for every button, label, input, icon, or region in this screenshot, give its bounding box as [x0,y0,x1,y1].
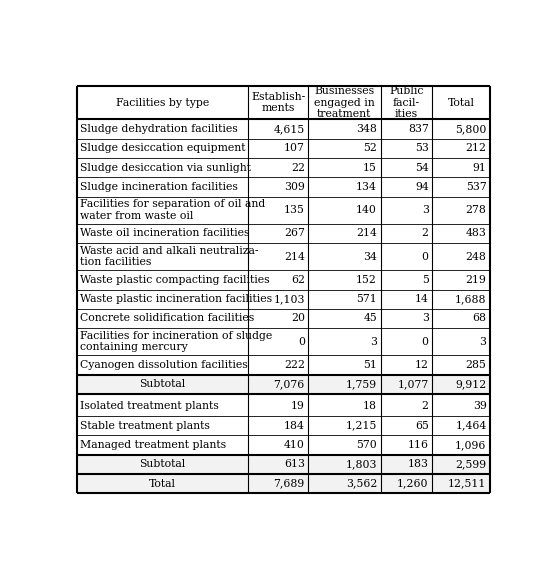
Text: 2: 2 [422,401,429,412]
Text: 4,615: 4,615 [274,124,305,134]
Text: Sludge incineration facilities: Sludge incineration facilities [80,182,238,192]
Text: 613: 613 [284,459,305,470]
Text: 62: 62 [291,275,305,285]
Text: 3: 3 [479,337,487,347]
Text: Managed treatment plants: Managed treatment plants [80,440,226,450]
Text: Waste oil incineration facilities: Waste oil incineration facilities [80,229,249,239]
Text: 0: 0 [422,252,429,262]
Text: 18: 18 [363,401,377,412]
Text: 19: 19 [291,401,305,412]
Text: Public
facil-
ities: Public facil- ities [389,86,424,119]
Text: 0: 0 [422,337,429,347]
Text: Cyanogen dissolution facilities: Cyanogen dissolution facilities [80,360,248,370]
Text: 7,076: 7,076 [274,379,305,389]
Text: 135: 135 [284,205,305,215]
Bar [77,474,490,493]
Text: 2,599: 2,599 [456,459,487,470]
Text: 483: 483 [466,229,487,239]
Text: 1,803: 1,803 [346,459,377,470]
Text: 410: 410 [284,440,305,450]
Text: Waste plastic compacting facilities: Waste plastic compacting facilities [80,275,269,285]
Text: Sludge desiccation equipment: Sludge desiccation equipment [80,144,246,153]
Text: 214: 214 [284,252,305,262]
Text: 3,562: 3,562 [346,479,377,489]
Text: Facilities by type: Facilities by type [116,97,209,108]
Text: 570: 570 [356,440,377,450]
Text: 309: 309 [284,182,305,192]
Text: 45: 45 [363,314,377,324]
Text: 3: 3 [422,205,429,215]
Text: Subtotal: Subtotal [139,379,186,389]
Text: Waste plastic incineration facilities: Waste plastic incineration facilities [80,294,272,304]
Text: 1,215: 1,215 [346,421,377,431]
Text: Establish-
ments: Establish- ments [251,92,305,113]
Text: 5,800: 5,800 [455,124,487,134]
Text: 222: 222 [284,360,305,370]
Text: 53: 53 [415,144,429,153]
Text: 3: 3 [370,337,377,347]
Text: 94: 94 [415,182,429,192]
Text: Concrete solidification facilities: Concrete solidification facilities [80,314,254,324]
Text: 2: 2 [422,229,429,239]
Text: 1,096: 1,096 [455,440,487,450]
Text: 212: 212 [466,144,487,153]
Text: 39: 39 [473,401,487,412]
Text: 267: 267 [284,229,305,239]
Text: 285: 285 [466,360,487,370]
Text: 7,689: 7,689 [274,479,305,489]
Bar [77,455,490,474]
Text: 348: 348 [356,124,377,134]
Text: 248: 248 [466,252,487,262]
Text: Sludge desiccation via sunlight: Sludge desiccation via sunlight [80,163,251,173]
Text: 68: 68 [473,314,487,324]
Text: Sludge dehydration facilities: Sludge dehydration facilities [80,124,238,134]
Text: 571: 571 [356,294,377,304]
Text: 140: 140 [356,205,377,215]
Text: 1,260: 1,260 [397,479,429,489]
Bar [77,374,490,394]
Text: 9,912: 9,912 [455,379,487,389]
Text: 12: 12 [415,360,429,370]
Text: Total: Total [447,97,474,108]
Text: 20: 20 [291,314,305,324]
Text: Stable treatment plants: Stable treatment plants [80,421,210,431]
Text: Facilities for separation of oil and
water from waste oil: Facilities for separation of oil and wat… [80,199,265,221]
Text: 219: 219 [466,275,487,285]
Text: 152: 152 [356,275,377,285]
Text: 54: 54 [415,163,429,173]
Text: 184: 184 [284,421,305,431]
Text: 15: 15 [363,163,377,173]
Text: Facilities for incineration of sludge
containing mercury: Facilities for incineration of sludge co… [80,331,272,352]
Text: 1,464: 1,464 [455,421,487,431]
Text: 3: 3 [422,314,429,324]
Text: 12,511: 12,511 [448,479,487,489]
Text: 1,077: 1,077 [398,379,429,389]
Text: Isolated treatment plants: Isolated treatment plants [80,401,218,412]
Text: Businesses
engaged in
treatment: Businesses engaged in treatment [314,86,375,119]
Text: 278: 278 [466,205,487,215]
Text: 5: 5 [422,275,429,285]
Text: 91: 91 [473,163,487,173]
Text: 134: 134 [356,182,377,192]
Text: 116: 116 [408,440,429,450]
Text: 52: 52 [363,144,377,153]
Text: 183: 183 [408,459,429,470]
Text: 837: 837 [408,124,429,134]
Text: 14: 14 [415,294,429,304]
Text: 1,688: 1,688 [455,294,487,304]
Text: 1,759: 1,759 [346,379,377,389]
Text: 22: 22 [291,163,305,173]
Text: 107: 107 [284,144,305,153]
Text: 1,103: 1,103 [273,294,305,304]
Text: Waste acid and alkali neutraliza-
tion facilities: Waste acid and alkali neutraliza- tion f… [80,246,258,267]
Text: Subtotal: Subtotal [139,459,186,470]
Text: 0: 0 [298,337,305,347]
Text: 537: 537 [466,182,487,192]
Text: 65: 65 [415,421,429,431]
Text: 51: 51 [363,360,377,370]
Text: 34: 34 [363,252,377,262]
Text: 214: 214 [356,229,377,239]
Text: Total: Total [149,479,176,489]
